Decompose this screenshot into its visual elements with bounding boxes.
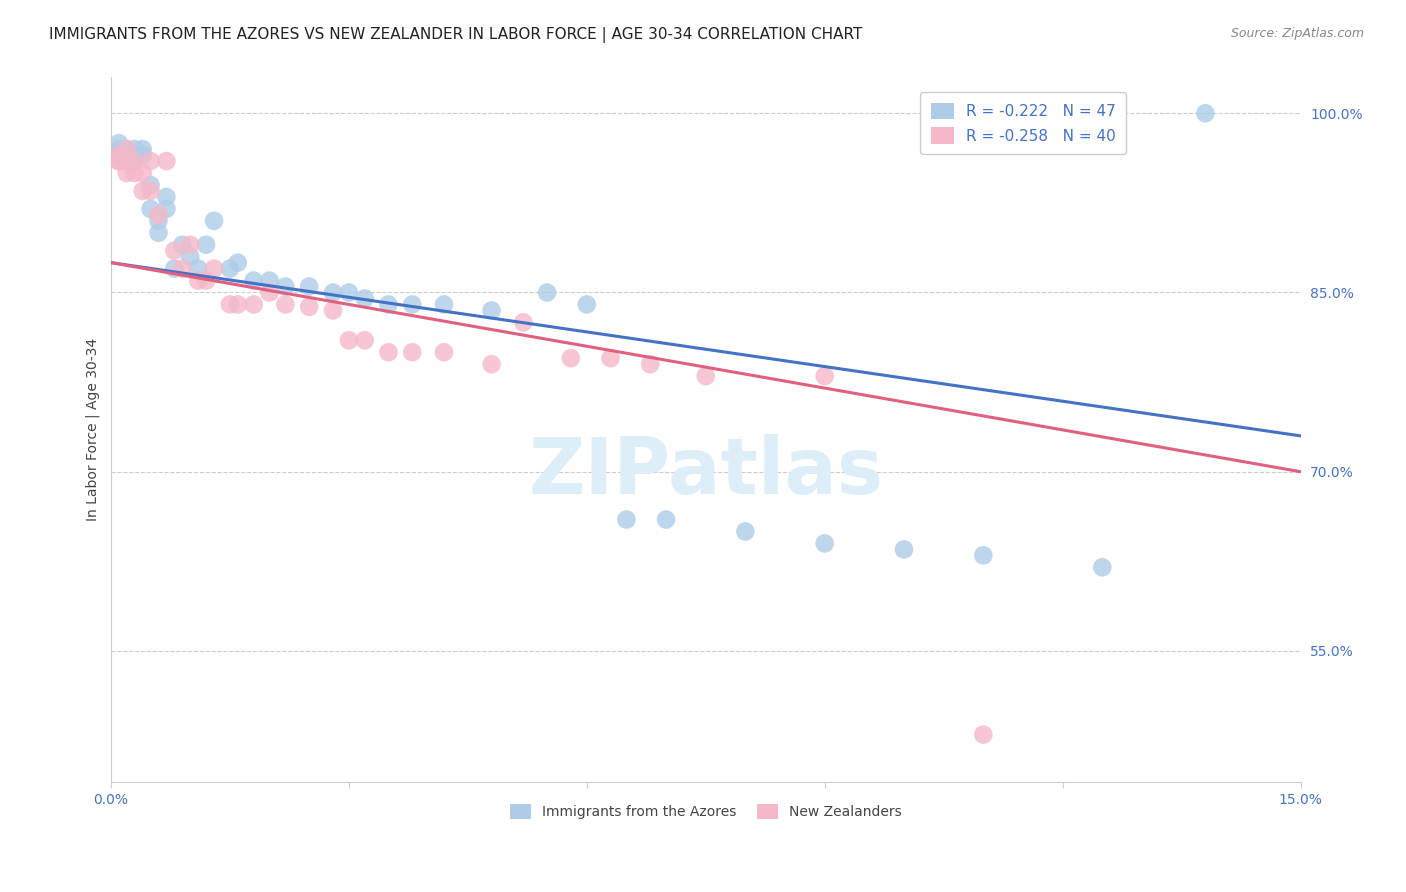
Point [148, 214, 170, 228]
Point [599, 351, 621, 366]
Point [481, 303, 503, 318]
Point [972, 727, 994, 741]
Point [124, 154, 146, 169]
Point [401, 345, 423, 359]
Point [172, 261, 194, 276]
Point [274, 297, 297, 311]
Text: IMMIGRANTS FROM THE AZORES VS NEW ZEALANDER IN LABOR FORCE | AGE 30-34 CORRELATI: IMMIGRANTS FROM THE AZORES VS NEW ZEALAN… [49, 27, 863, 43]
Point [298, 300, 321, 314]
Point [115, 154, 138, 169]
Point [322, 285, 344, 300]
Point [226, 255, 249, 269]
Point [638, 357, 661, 371]
Point [131, 142, 153, 156]
Point [695, 369, 717, 384]
Point [115, 148, 138, 162]
Point [337, 333, 360, 347]
Point [187, 274, 209, 288]
Point [124, 142, 146, 156]
Point [655, 512, 678, 526]
Point [433, 345, 456, 359]
Point [131, 184, 153, 198]
Point [972, 549, 994, 563]
Point [139, 154, 162, 169]
Point [163, 261, 186, 276]
Point [734, 524, 756, 539]
Point [108, 148, 131, 162]
Point [202, 261, 225, 276]
Point [108, 148, 131, 162]
Point [512, 315, 534, 329]
Point [481, 357, 503, 371]
Text: Source: ZipAtlas.com: Source: ZipAtlas.com [1230, 27, 1364, 40]
Point [115, 142, 138, 156]
Point [322, 303, 344, 318]
Point [377, 297, 399, 311]
Point [1091, 560, 1114, 574]
Point [139, 184, 162, 198]
Point [124, 154, 146, 169]
Point [433, 297, 456, 311]
Point [377, 345, 399, 359]
Point [148, 208, 170, 222]
Point [115, 142, 138, 156]
Point [353, 333, 375, 347]
Point [202, 214, 225, 228]
Point [108, 136, 131, 150]
Y-axis label: In Labor Force | Age 30-34: In Labor Force | Age 30-34 [86, 338, 100, 522]
Point [274, 279, 297, 293]
Point [139, 178, 162, 192]
Point [226, 297, 249, 311]
Point [108, 142, 131, 156]
Point [616, 512, 638, 526]
Point [242, 274, 264, 288]
Point [172, 237, 194, 252]
Point [163, 244, 186, 258]
Point [179, 237, 201, 252]
Point [298, 279, 321, 293]
Point [259, 274, 281, 288]
Point [242, 297, 264, 311]
Point [218, 261, 240, 276]
Point [1194, 106, 1216, 120]
Point [115, 166, 138, 180]
Point [108, 154, 131, 169]
Point [124, 148, 146, 162]
Point [560, 351, 582, 366]
Point [124, 166, 146, 180]
Point [195, 237, 218, 252]
Point [536, 285, 558, 300]
Point [131, 166, 153, 180]
Point [115, 154, 138, 169]
Text: ZIPatlas: ZIPatlas [529, 434, 883, 510]
Point [218, 297, 240, 311]
Point [259, 285, 281, 300]
Point [148, 226, 170, 240]
Point [353, 292, 375, 306]
Point [187, 261, 209, 276]
Point [108, 154, 131, 169]
Point [337, 285, 360, 300]
Legend: Immigrants from the Azores, New Zealanders: Immigrants from the Azores, New Zealande… [505, 798, 907, 825]
Point [575, 297, 598, 311]
Point [893, 542, 915, 557]
Point [131, 148, 153, 162]
Point [155, 154, 177, 169]
Point [814, 536, 837, 550]
Point [124, 154, 146, 169]
Point [139, 202, 162, 216]
Point [195, 274, 218, 288]
Point [401, 297, 423, 311]
Point [814, 369, 837, 384]
Point [155, 190, 177, 204]
Point [155, 202, 177, 216]
Point [179, 250, 201, 264]
